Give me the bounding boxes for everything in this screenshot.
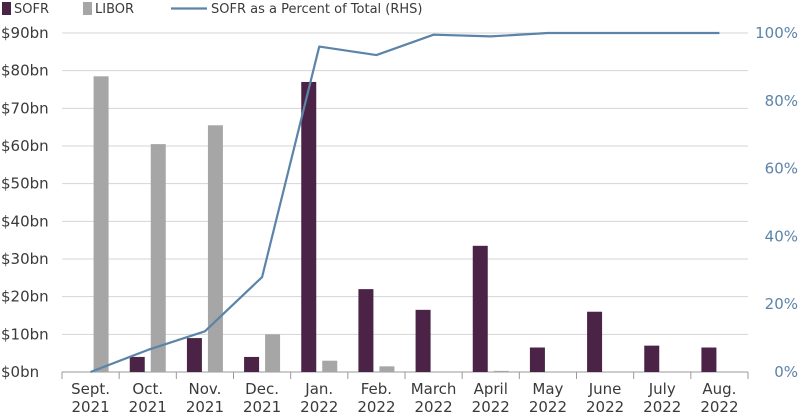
x-tick-label: March [411, 380, 457, 398]
x-tick-label-year: 2022 [357, 398, 395, 416]
legend-swatch [83, 2, 92, 15]
x-tick-label: April [474, 380, 508, 398]
bar-sofr [244, 356, 260, 372]
x-tick-label: July [648, 380, 676, 398]
x-tick-label: Nov. [188, 380, 221, 398]
bar-libor [265, 334, 281, 372]
x-tick-label-year: 2022 [414, 398, 452, 416]
x-tick-label-year: 2022 [472, 398, 510, 416]
right-tick-label: 20% [765, 295, 798, 313]
bar-sofr [301, 81, 317, 372]
bar-sofr [186, 338, 202, 372]
left-tick-label: $50bn [1, 175, 49, 193]
x-tick-label-year: 2022 [643, 398, 681, 416]
x-tick-label-year: 2022 [586, 398, 624, 416]
left-tick-label: $0bn [1, 363, 39, 381]
legend-item: SOFR [2, 2, 49, 17]
bar-sofr [472, 245, 488, 372]
bar-sofr [529, 347, 545, 372]
left-tick-label: $90bn [1, 24, 49, 42]
left-tick-label: $10bn [1, 325, 49, 343]
x-tick-label-year: 2022 [529, 398, 567, 416]
left-axis-ticks: $0bn $10bn $20bn $30bn $40bn $50bn $60bn $70bn $… [1, 24, 49, 381]
right-tick-label: 80% [765, 92, 798, 110]
legend-label: SOFR [14, 2, 49, 17]
right-tick-label: 0% [774, 363, 798, 381]
x-tick-label: May [532, 380, 563, 398]
right-tick-label: 100% [755, 24, 798, 42]
bar-libor [322, 360, 338, 372]
legend-item: LIBOR [83, 2, 134, 17]
x-tick-label: Sept. [71, 380, 110, 398]
x-tick-label: Dec. [245, 380, 279, 398]
x-tick-label: Aug. [702, 380, 736, 398]
bar-libor [150, 144, 166, 372]
legend: SOFR LIBOR SOFR as a Percent of Total (RHS… [2, 2, 423, 17]
x-tick-label-year: 2021 [71, 398, 109, 416]
left-tick-label: $70bn [1, 99, 49, 117]
legend-item: SOFR as a Percent of Total (RHS) [171, 2, 423, 17]
bar-libor [379, 366, 395, 372]
bar-sofr [587, 311, 603, 372]
left-tick-label: $30bn [1, 250, 49, 268]
x-tick-label-year: 2021 [129, 398, 167, 416]
bar-libor [207, 125, 223, 373]
x-tick-label: Oct. [132, 380, 163, 398]
bar-sofr [701, 347, 717, 372]
x-axis-ticks: Sept.2021Oct.2021Nov.2021Dec.2021Jan.202… [71, 380, 738, 416]
x-tick-label-year: 2022 [700, 398, 738, 416]
legend-label: LIBOR [95, 2, 134, 17]
right-tick-label: 60% [765, 160, 798, 178]
percent-line [90, 31, 720, 374]
bar-sofr [129, 356, 145, 372]
left-tick-label: $20bn [1, 288, 49, 306]
legend-label: SOFR as a Percent of Total (RHS) [211, 2, 423, 17]
bar-sofr [415, 309, 431, 372]
left-tick-label: $80bn [1, 62, 49, 80]
x-tick-label-year: 2021 [186, 398, 224, 416]
x-tick-label-year: 2021 [243, 398, 281, 416]
x-tick-label: Jan. [304, 380, 333, 398]
x-tick-label: June [588, 380, 622, 398]
bar-libor [93, 76, 109, 373]
left-tick-label: $60bn [1, 137, 49, 155]
left-tick-label: $40bn [1, 212, 49, 230]
bars [93, 76, 717, 373]
bar-sofr [358, 289, 374, 372]
right-axis-ticks: 0% 20% 40% 60% 80% 100% [755, 24, 798, 381]
bar-libor [493, 370, 509, 372]
x-tick-label: Feb. [361, 380, 392, 398]
legend-swatch [2, 2, 11, 15]
line-sofr-percent [90, 31, 720, 374]
bar-sofr [644, 345, 660, 372]
right-tick-label: 40% [765, 227, 798, 245]
x-tick-label-year: 2022 [300, 398, 338, 416]
